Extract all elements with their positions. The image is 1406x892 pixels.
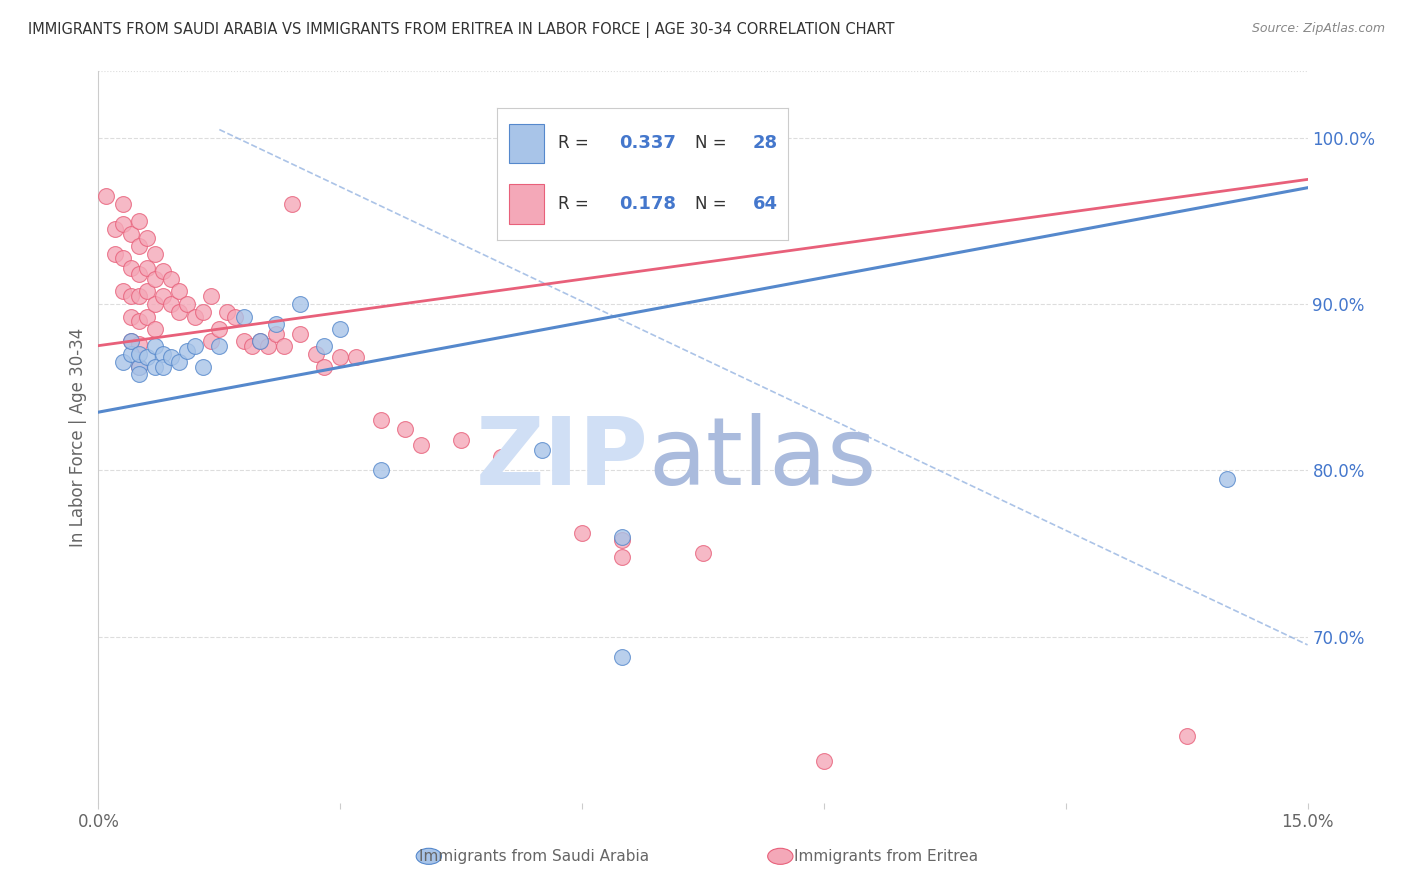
Point [281,197,304,211]
Point [135,351,157,365]
Point [224,310,246,325]
Point [612,649,634,664]
Point [612,549,634,564]
Point [111,251,134,265]
Point [329,322,352,336]
Point [111,197,134,211]
Point [264,326,287,341]
Point [167,305,190,319]
Point [491,450,513,464]
Point [143,272,166,286]
Point [152,264,174,278]
Point [135,260,157,275]
Point [120,310,142,325]
Point [288,326,311,341]
Point [193,360,215,375]
Point [193,305,215,319]
Point [167,284,190,298]
Point [135,310,157,325]
Text: Source: ZipAtlas.com: Source: ZipAtlas.com [1251,22,1385,36]
Point [128,360,150,375]
Y-axis label: In Labor Force | Age 30-34: In Labor Force | Age 30-34 [69,327,87,547]
Point [530,443,553,458]
Point [143,322,166,336]
Point [612,530,634,544]
Point [160,272,183,286]
Point [152,360,174,375]
Point [128,214,150,228]
Point [143,247,166,261]
Point [111,284,134,298]
Point [450,434,472,448]
Point [120,334,142,348]
Text: Immigrants from Eritrea: Immigrants from Eritrea [794,849,977,863]
Point [184,339,207,353]
Point [240,339,263,353]
Point [103,222,125,236]
Point [184,310,207,325]
Point [176,297,198,311]
Point [314,360,336,375]
Point [128,289,150,303]
Point [232,310,254,325]
Point [217,305,239,319]
Text: atlas: atlas [648,413,877,505]
Text: IMMIGRANTS FROM SAUDI ARABIA VS IMMIGRANTS FROM ERITREA IN LABOR FORCE | AGE 30-: IMMIGRANTS FROM SAUDI ARABIA VS IMMIGRAN… [28,22,894,38]
Point [249,334,271,348]
Point [200,289,222,303]
Point [273,339,295,353]
Point [128,239,150,253]
Point [128,267,150,281]
Point [111,355,134,369]
Point [128,360,150,375]
Point [176,343,198,358]
Text: ZIP: ZIP [475,413,648,505]
Point [160,351,183,365]
Point [370,463,392,477]
Point [394,422,416,436]
Point [370,413,392,427]
Point [128,347,150,361]
Point [329,351,352,365]
Point [120,334,142,348]
Point [813,754,835,768]
Point [409,438,432,452]
Point [135,230,157,244]
Point [200,334,222,348]
Point [344,351,367,365]
Point [120,260,142,275]
Point [128,337,150,351]
Point [305,347,328,361]
Point [103,247,125,261]
Point [120,347,142,361]
Point [143,360,166,375]
Point [96,189,118,203]
Point [128,314,150,328]
Point [208,339,231,353]
Point [256,339,278,353]
Point [1175,729,1198,743]
Point [135,284,157,298]
Point [128,367,150,381]
Point [692,546,714,560]
Point [232,334,254,348]
Point [143,297,166,311]
Point [314,339,336,353]
Point [143,339,166,353]
Point [288,297,311,311]
Point [571,526,593,541]
Point [152,289,174,303]
Point [167,355,190,369]
Point [612,533,634,548]
Point [111,217,134,231]
Point [152,347,174,361]
Text: Immigrants from Saudi Arabia: Immigrants from Saudi Arabia [419,849,650,863]
Point [1216,472,1239,486]
Point [120,227,142,242]
Point [208,322,231,336]
Point [120,289,142,303]
Point [264,317,287,331]
Point [160,297,183,311]
Point [249,334,271,348]
